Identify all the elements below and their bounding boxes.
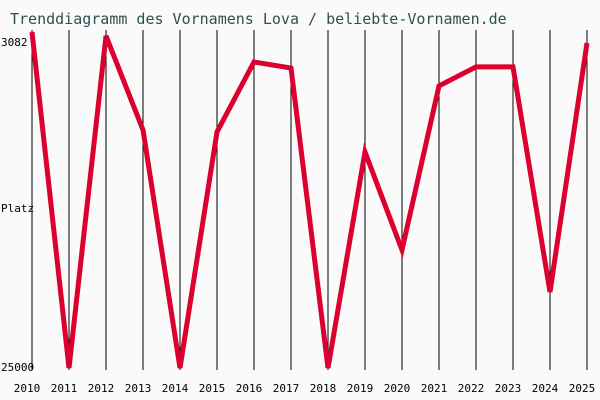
y-tick-bottom: 25000 [1, 361, 34, 374]
x-tick-label: 2017 [273, 382, 300, 395]
x-tick-label: 2016 [236, 382, 263, 395]
series-line [29, 31, 590, 369]
x-tick-label: 2023 [495, 382, 522, 395]
x-tick-label: 2020 [384, 382, 411, 395]
x-tick-label: 2014 [162, 382, 189, 395]
x-tick-label: 2019 [347, 382, 374, 395]
y-tick-top: 3082 [1, 36, 28, 49]
y-axis-label: Platz [1, 202, 34, 215]
x-tick-label: 2021 [421, 382, 448, 395]
x-tick-label: 2018 [310, 382, 337, 395]
x-tick-label: 2025 [569, 382, 596, 395]
x-tick-label: 2013 [125, 382, 152, 395]
x-tick-label: 2022 [458, 382, 485, 395]
chart-title: Trenddiagramm des Vornamens Lova / belie… [10, 10, 507, 28]
x-tick-label: 2012 [88, 382, 115, 395]
x-tick-label: 2024 [532, 382, 559, 395]
x-tick-label: 2011 [51, 382, 78, 395]
x-tick-label: 2010 [14, 382, 41, 395]
x-tick-label: 2015 [199, 382, 226, 395]
